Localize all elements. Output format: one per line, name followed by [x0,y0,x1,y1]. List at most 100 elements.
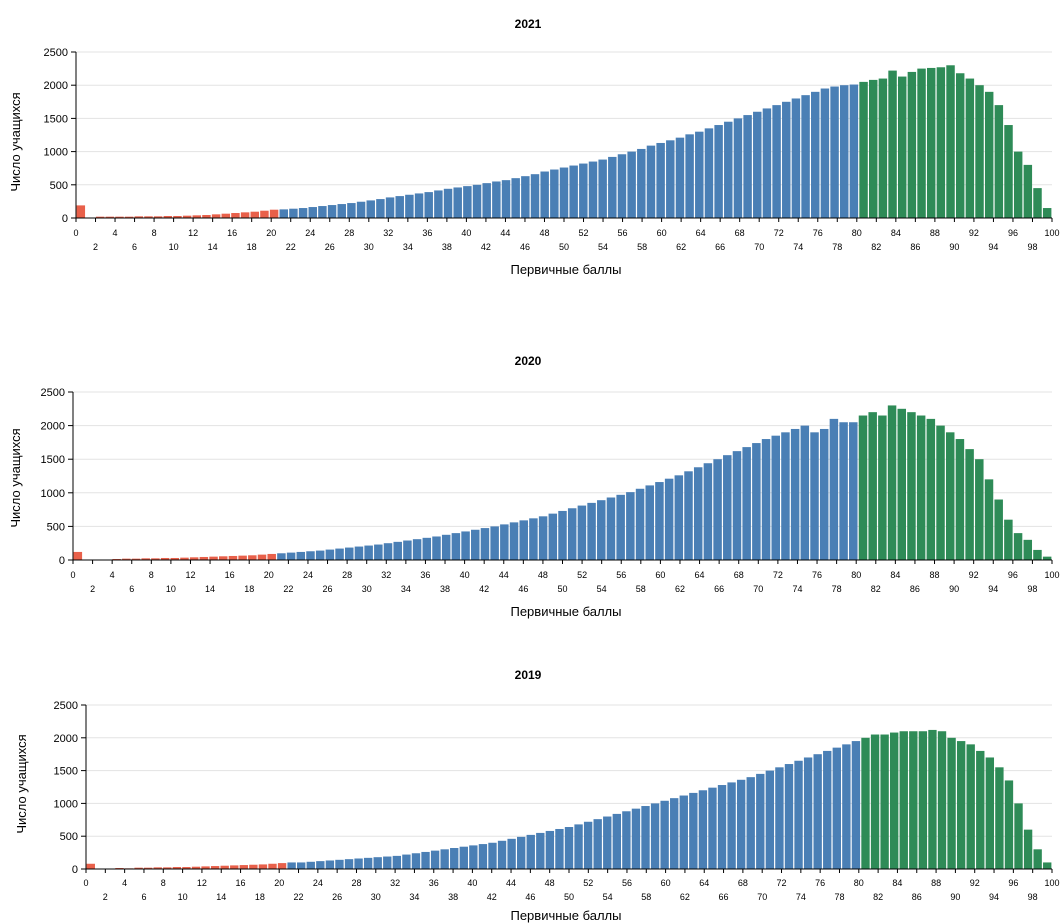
y-tick-label: 500 [47,521,65,533]
y-tick-label: 2500 [41,387,65,399]
bar [376,199,385,218]
bar [868,412,877,560]
bars [86,729,1052,869]
x-tick-label: 66 [719,892,729,902]
bar [134,216,144,218]
bar [1042,556,1052,560]
bar [975,85,984,218]
bar [1014,803,1023,869]
bar [298,208,308,218]
bar [840,85,849,218]
x-tick-label: 28 [351,878,361,888]
x-tick-label: 100 [1044,878,1059,888]
x-tick-label: 42 [481,242,491,252]
y-tick-label: 2500 [44,47,68,59]
bar [916,415,926,560]
bar [794,760,803,869]
bar [569,165,578,218]
bar [1042,208,1052,218]
bar [318,206,327,218]
x-tick-label: 92 [969,570,979,580]
bar [521,176,530,218]
bar [395,196,404,218]
bar [756,773,765,869]
bar [641,806,650,869]
bar [775,767,784,869]
bar [315,550,325,560]
bar [603,816,612,869]
bar [383,543,393,560]
bar [583,821,593,869]
x-tick-label: 18 [247,242,257,252]
bar [724,121,733,218]
bar [385,197,395,218]
bars [73,405,1052,560]
y-tick-label: 0 [72,864,78,876]
bar [364,545,373,560]
bar [257,554,267,560]
x-tick-label: 32 [390,878,400,888]
bar [325,549,335,560]
bar [606,497,616,560]
bar [163,216,173,218]
bar [422,537,432,560]
x-tick-label: 72 [777,878,787,888]
bar [772,105,781,218]
bar [267,553,276,560]
bar [732,451,742,560]
bar [412,539,422,560]
x-tick-label: 94 [989,892,999,902]
x-tick-label: 46 [518,584,528,594]
bar [482,183,491,218]
x-tick-label: 76 [812,570,822,580]
bar [727,782,736,869]
bar [347,203,356,218]
chart-title: 2019 [515,668,542,682]
bar [994,499,1003,560]
bar [211,214,221,218]
x-tick-label: 34 [403,242,413,252]
bar [781,432,790,560]
x-tick-label: 60 [657,228,667,238]
x-tick-label: 28 [342,570,352,580]
bar [627,151,636,218]
x-tick-label: 92 [970,878,980,888]
x-tick-label: 80 [851,570,861,580]
bar [965,78,975,218]
bar [784,764,794,869]
bar [240,212,250,218]
x-tick-label: 26 [323,584,333,594]
bar [965,449,974,560]
bar [761,439,771,560]
x-tick-label: 92 [969,228,979,238]
bar [966,744,975,869]
bar [597,500,606,560]
bar [1023,164,1033,218]
x-tick-label: 42 [479,584,489,594]
bar [239,865,248,869]
x-tick-label: 54 [598,242,608,252]
bar [985,757,995,869]
bar [771,435,780,560]
y-axis: 0 500 1000 1500 2000 2500 [41,387,74,567]
bar [392,855,402,869]
bar [984,91,994,218]
bar [209,556,218,560]
x-tick-label: 30 [371,892,381,902]
bar [335,548,344,560]
x-tick-label: 66 [714,584,724,594]
x-tick-label: 16 [227,228,237,238]
bar [151,558,160,560]
bar [472,184,482,218]
bar [238,555,247,560]
x-tick-label: 54 [597,584,607,594]
bar [830,86,839,218]
bar [153,216,163,218]
x-tick-label: 14 [208,242,218,252]
x-tick-label: 0 [73,228,78,238]
bar [598,159,607,218]
bar [612,813,622,869]
bar [550,169,559,218]
